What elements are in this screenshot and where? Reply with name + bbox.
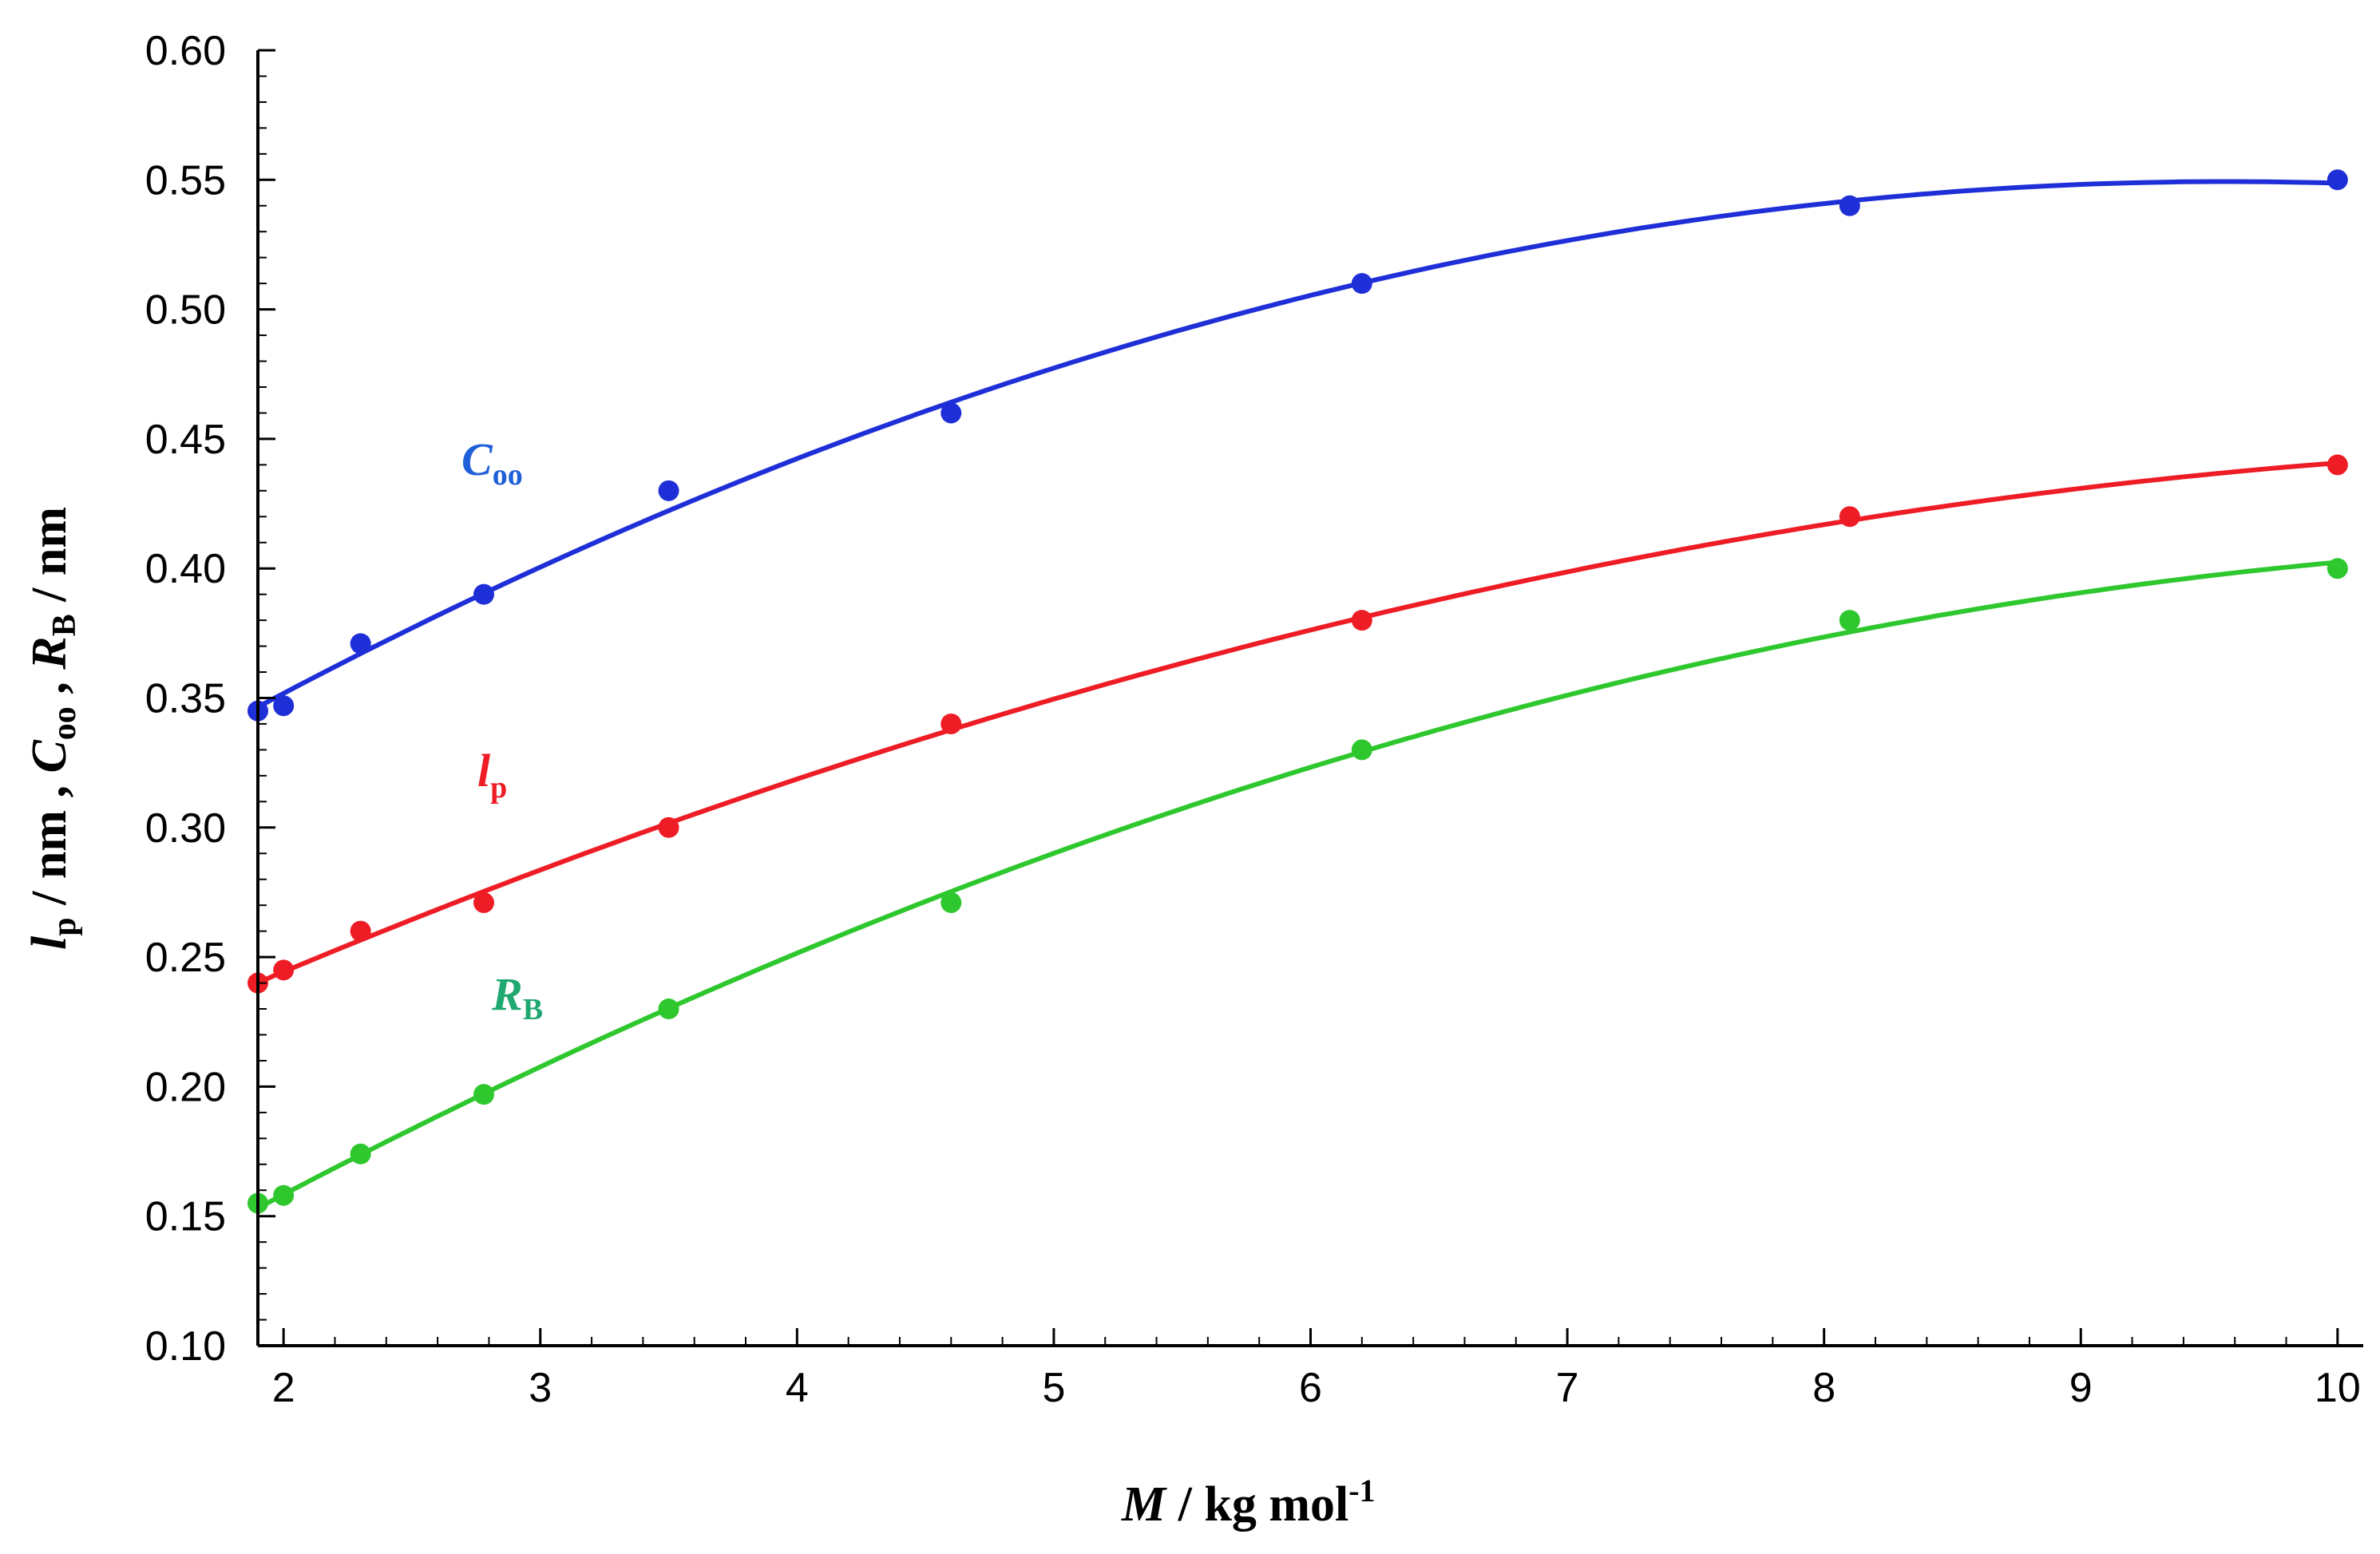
data-points (248, 169, 2348, 1214)
y-tick-label: 0.40 (145, 546, 226, 592)
y-tick-label: 0.35 (145, 676, 226, 722)
y-tick-label: 0.55 (145, 157, 226, 204)
y-tick-label: 0.45 (145, 417, 226, 463)
series-curve-2 (256, 560, 2338, 1211)
data-point-series-0 (1839, 195, 1860, 216)
data-point-series-1 (1839, 506, 1860, 528)
data-point-series-0 (473, 583, 494, 605)
data-point-series-1 (1351, 610, 1372, 631)
data-point-series-1 (941, 713, 962, 734)
data-point-series-0 (350, 633, 371, 654)
x-tick-label: 9 (2069, 1365, 2093, 1411)
series-label-c-oo: Coo (461, 433, 523, 492)
x-tick-label: 8 (1812, 1365, 1835, 1411)
data-point-series-2 (350, 1143, 371, 1165)
data-point-series-2 (273, 1184, 295, 1206)
data-point-series-1 (473, 892, 494, 913)
x-tick-label: 6 (1299, 1365, 1322, 1411)
data-point-series-2 (2327, 558, 2348, 579)
data-point-series-2 (1351, 739, 1372, 761)
data-point-series-0 (273, 695, 295, 717)
y-tick-label: 0.50 (145, 287, 226, 334)
data-point-series-1 (658, 817, 679, 838)
y-tick-label: 0.15 (145, 1194, 226, 1240)
x-tick-label: 2 (272, 1365, 295, 1411)
x-axis-title: M / kg mol-1 (1121, 1473, 1376, 1532)
data-point-series-1 (273, 959, 295, 981)
data-point-series-0 (2327, 169, 2348, 191)
series-curves (256, 179, 2338, 1211)
series-label-lp: lp (477, 745, 507, 805)
axis-ticks (258, 49, 2339, 1347)
data-point-series-0 (658, 480, 679, 501)
series-curve-1 (256, 461, 2338, 985)
data-point-series-0 (941, 402, 962, 424)
data-point-series-2 (658, 998, 679, 1020)
y-tick-label: 0.20 (145, 1064, 226, 1110)
y-tick-label: 0.25 (145, 935, 226, 981)
x-tick-label: 10 (2315, 1365, 2361, 1411)
data-point-series-2 (941, 892, 962, 913)
series-curve-0 (256, 179, 2338, 710)
series-label-rb: RB (491, 968, 543, 1026)
x-tick-label: 5 (1042, 1365, 1065, 1411)
y-axis-title: lp / nm , Coo , RB / nm (22, 507, 83, 950)
x-tick-label: 7 (1556, 1365, 1579, 1411)
data-point-series-2 (473, 1084, 494, 1105)
x-tick-label: 3 (529, 1365, 552, 1411)
y-tick-label: 0.30 (145, 805, 226, 852)
data-point-series-1 (2327, 454, 2348, 476)
y-tick-label: 0.60 (145, 28, 226, 74)
data-point-series-2 (1839, 610, 1860, 631)
x-tick-label: 4 (786, 1365, 809, 1411)
data-point-series-1 (350, 920, 371, 942)
y-tick-label: 0.10 (145, 1323, 226, 1370)
tick-labels: 2 3 4 5 6 7 8 9 10 0.10 0.15 0.20 0.25 0.30 0.35 0.40 0.… (145, 28, 2361, 1411)
data-point-series-0 (1351, 273, 1372, 295)
